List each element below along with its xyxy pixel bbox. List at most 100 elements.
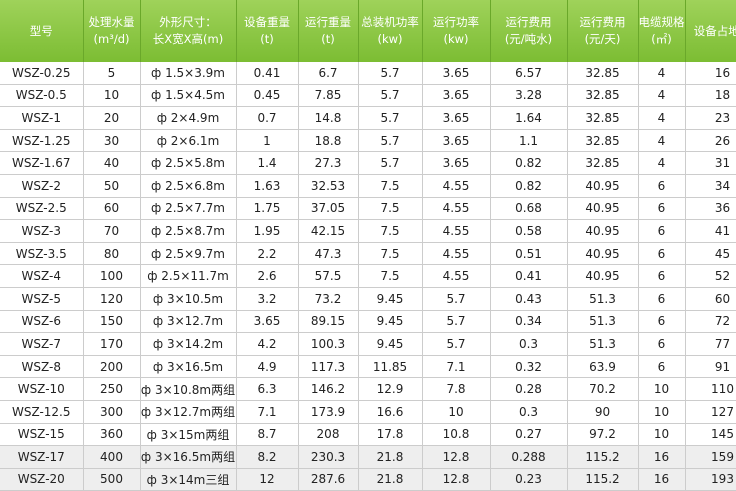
table-row: WSZ-2 50 ф 2.5×6.8m 1.63 32.53 7.5 4.55 0.82 40.… [0, 174, 736, 198]
table-cell: 17.8 [358, 423, 423, 447]
table-cell: 90 [567, 400, 639, 424]
table-cell: 1.1 [490, 129, 568, 153]
table-row: WSZ-1 20 ф 2×4.9m 0.7 14.8 5.7 3.65 1.64 32.85 4 2… [0, 106, 736, 130]
table-cell: 20 [83, 106, 141, 130]
table-cell: 100 [83, 264, 141, 288]
table-cell: WSZ-12.5 [0, 400, 84, 424]
table-cell: ф 2×6.1m [140, 129, 237, 153]
table-row: WSZ-4 100 ф 2.5×11.7m 2.6 57.5 7.5 4.55 0.41 40.… [0, 264, 736, 288]
table-cell: 120 [83, 287, 141, 311]
table-cell: 4.55 [422, 219, 491, 243]
table-cell: 0.3 [490, 400, 568, 424]
table-cell: 32.85 [567, 62, 639, 85]
table-cell: ф 3×15m两组 [140, 423, 237, 447]
table-cell: 159 [685, 445, 736, 469]
table-cell: 173.9 [298, 400, 359, 424]
table-cell: 10 [422, 400, 491, 424]
table-cell: 21.8 [358, 445, 423, 469]
table-cell: 9.45 [358, 332, 423, 356]
table-cell: 8.2 [236, 445, 299, 469]
table-cell: WSZ-2.5 [0, 197, 84, 221]
table-cell: 250 [83, 377, 141, 401]
table-cell: 51.3 [567, 287, 639, 311]
table-cell: 3.65 [422, 151, 491, 175]
header-text: (m³/d) [93, 32, 130, 46]
table-cell: 41 [685, 219, 736, 243]
table-row: WSZ-12.5 300 ф 3×12.7m两组 7.1 173.9 16.6 10 0.3 9… [0, 400, 736, 424]
table-cell: ф 2.5×11.7m [140, 264, 237, 288]
table-cell: 5.7 [358, 129, 423, 153]
table-cell: ф 2.5×5.8m [140, 151, 237, 175]
table-cell: 12.8 [422, 468, 491, 491]
table-cell: 12.9 [358, 377, 423, 401]
table-row: WSZ-3.5 80 ф 2.5×9.7m 2.2 47.3 7.5 4.55 0.51 40.… [0, 242, 736, 266]
table-cell: WSZ-0.5 [0, 84, 84, 108]
table-cell: 18.8 [298, 129, 359, 153]
table-cell: WSZ-4 [0, 264, 84, 288]
header-text: 总装机功率 [361, 15, 419, 29]
table-row: WSZ-8 200 ф 3×16.5m 4.9 117.3 11.85 7.1 0.32 63.… [0, 355, 736, 379]
table-cell: 32.85 [567, 106, 639, 130]
table-cell: 16 [638, 468, 686, 491]
table-cell: 6 [638, 264, 686, 288]
header-text: 运行重量 [305, 15, 351, 29]
table-cell: 5 [83, 62, 141, 85]
table-cell: 10 [638, 423, 686, 447]
table-cell: 70 [83, 219, 141, 243]
table-cell: ф 3×12.7m [140, 310, 237, 334]
table-cell: WSZ-7 [0, 332, 84, 356]
table-row: WSZ-6 150 ф 3×12.7m 3.65 89.15 9.45 5.7 0.34 51.… [0, 310, 736, 334]
table-cell: 10 [83, 84, 141, 108]
table-cell: 18 [685, 84, 736, 108]
table-cell: 1.4 [236, 151, 299, 175]
table-cell: ф 3×16.5m [140, 355, 237, 379]
table-cell: 10 [638, 400, 686, 424]
table-cell: 3.28 [490, 84, 568, 108]
table-cell: 73.2 [298, 287, 359, 311]
table-cell: 0.82 [490, 151, 568, 175]
table-cell: 4 [638, 151, 686, 175]
table-cell: 0.82 [490, 174, 568, 198]
header-text: (㎡) [651, 32, 672, 46]
table-cell: 16 [685, 62, 736, 85]
table-cell: 230.3 [298, 445, 359, 469]
table-cell: 10.8 [422, 423, 491, 447]
header-cell: 处理水量 (m³/d) [83, 0, 141, 62]
table-cell: 193 [685, 468, 736, 491]
table-cell: 34 [685, 174, 736, 198]
header-text: 处理水量 [88, 15, 135, 29]
header-text: (元/吨水) [504, 32, 553, 46]
table-cell: 5.7 [422, 310, 491, 334]
table-cell: 115.2 [567, 468, 639, 491]
table-row: WSZ-3 70 ф 2.5×8.7m 1.95 42.15 7.5 4.55 0.58 40.… [0, 219, 736, 243]
header-cell: 运行功率 (kw) [422, 0, 491, 62]
table-cell: 5.7 [358, 106, 423, 130]
table-cell: 14.8 [298, 106, 359, 130]
table-row: WSZ-0.5 10 ф 1.5×4.5m 0.45 7.85 5.7 3.65 3.28 32… [0, 84, 736, 108]
table-cell: 7.1 [422, 355, 491, 379]
table-cell: WSZ-5 [0, 287, 84, 311]
header-cell: 电缆规格 (㎡) [638, 0, 686, 62]
table-cell: 0.68 [490, 197, 568, 221]
table-cell: 1.95 [236, 219, 299, 243]
table-cell: 9.45 [358, 287, 423, 311]
table-cell: 5.7 [422, 332, 491, 356]
table-cell: 500 [83, 468, 141, 491]
table-cell: 0.23 [490, 468, 568, 491]
table-row: WSZ-5 120 ф 3×10.5m 3.2 73.2 9.45 5.7 0.43 51.3 6… [0, 287, 736, 311]
table-cell: 57.5 [298, 264, 359, 288]
table-cell: WSZ-10 [0, 377, 84, 401]
header-row: 型号 处理水量 (m³/d) 外形尺寸： 长X宽X高(m) 设备重量 (t) 运行重量 (t) 总… [0, 0, 736, 62]
table-cell: ф 3×14.2m [140, 332, 237, 356]
table-cell: WSZ-15 [0, 423, 84, 447]
table-cell: 32.85 [567, 84, 639, 108]
table-row: WSZ-17 400 ф 3×16.5m两组 8.2 230.3 21.8 12.8 0.28… [0, 445, 736, 469]
table-cell: 12.8 [422, 445, 491, 469]
table-cell: 145 [685, 423, 736, 447]
table-cell: 21.8 [358, 468, 423, 491]
table-cell: 150 [83, 310, 141, 334]
table-cell: 50 [83, 174, 141, 198]
table-cell: 5.7 [358, 151, 423, 175]
table-cell: WSZ-1.67 [0, 151, 84, 175]
table-cell: 89.15 [298, 310, 359, 334]
